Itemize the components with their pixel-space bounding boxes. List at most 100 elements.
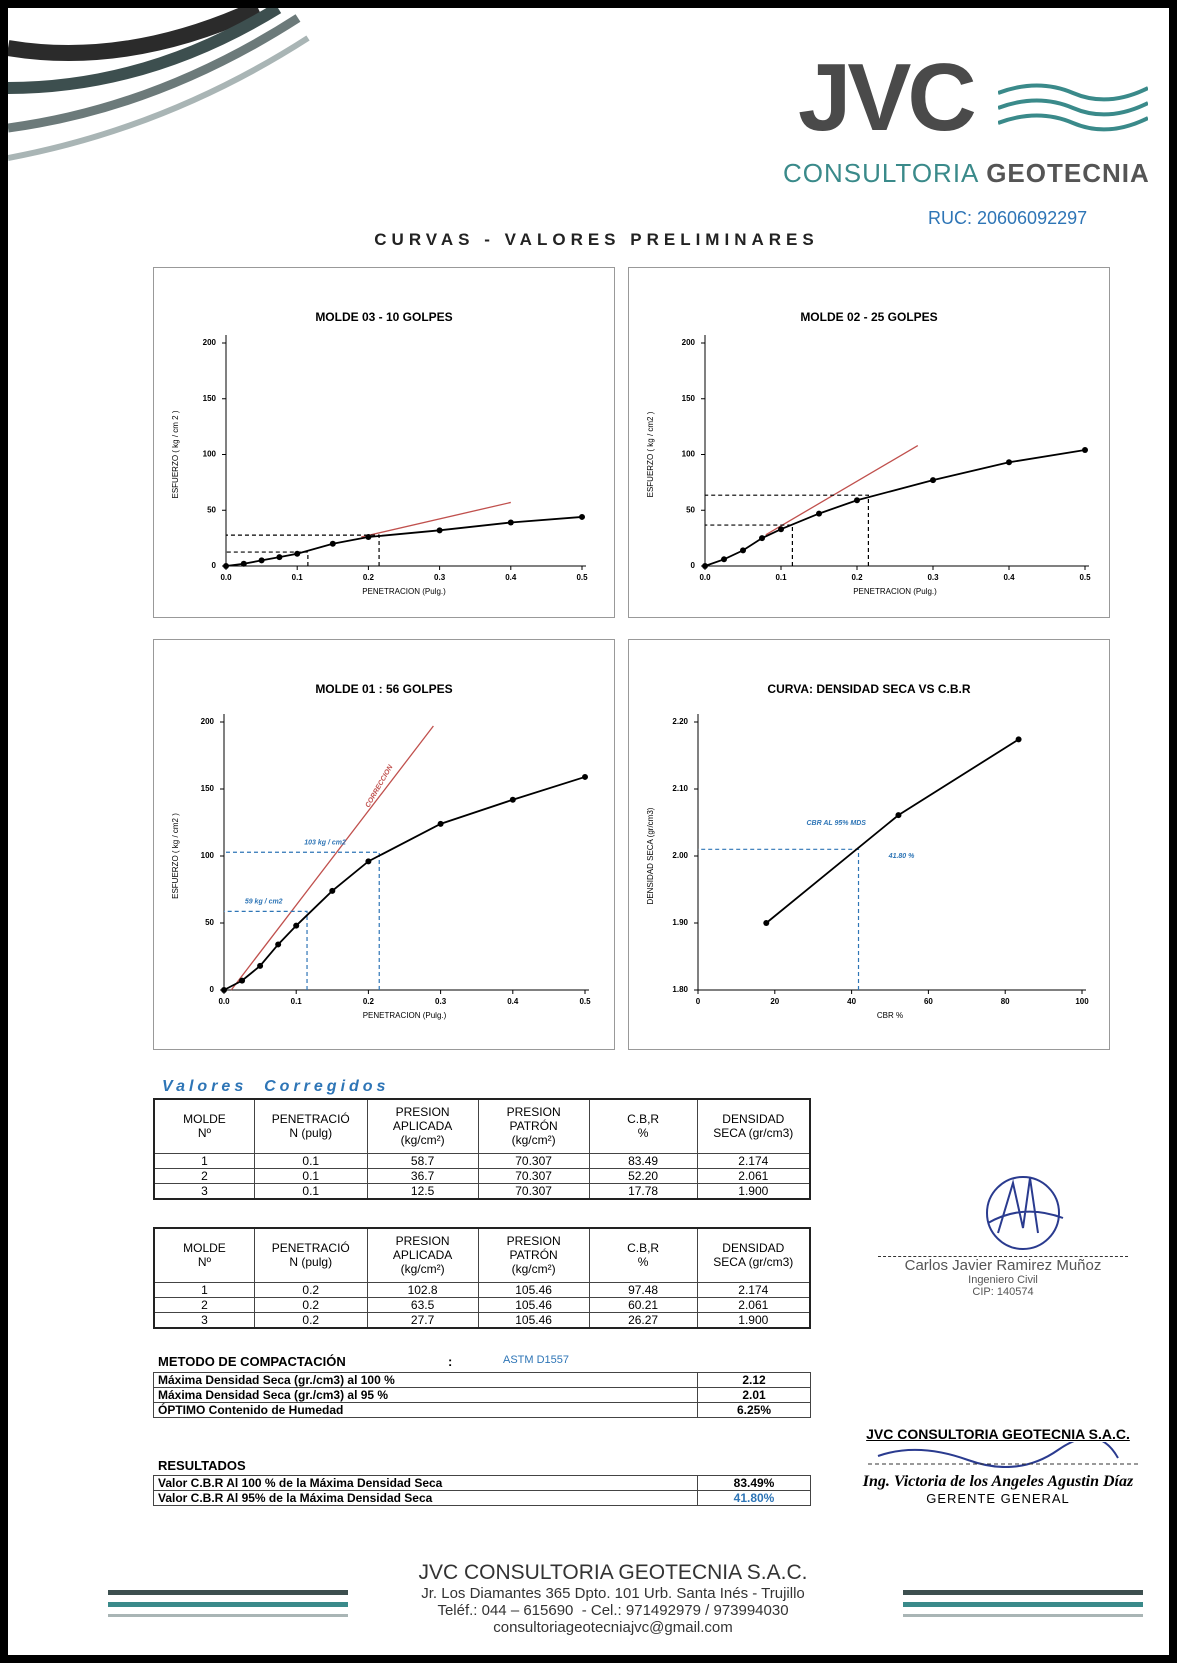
table-cell: 63.5: [367, 1297, 478, 1312]
x-axis-label: PENETRACION (Pulg.): [853, 587, 937, 596]
data-point: [763, 920, 769, 926]
data-line: [224, 777, 585, 990]
table-header-cell: PENETRACIÓ N (pulg): [254, 1099, 367, 1153]
y-tick-label: 1.90: [672, 918, 688, 927]
signature-name: Carlos Javier Ramirez Muñoz: [878, 1257, 1128, 1274]
page-title: CURVAS - VALORES PRELIMINARES: [8, 230, 1177, 250]
data-point: [330, 541, 336, 547]
x-tick-label: 0.5: [1079, 573, 1091, 582]
table-header-cell: DENSIDAD SECA (gr/cm3): [697, 1099, 810, 1153]
table-cell: 0.1: [254, 1168, 367, 1183]
x-tick-label: 0.0: [218, 997, 230, 1006]
method-table: Máxima Densidad Seca (gr./cm3) al 100 %2…: [153, 1372, 811, 1418]
table-header-cell: C.B,R %: [589, 1099, 697, 1153]
y-tick-label: 200: [203, 338, 217, 347]
table-cell: 1.900: [697, 1183, 810, 1199]
y-tick-label: 100: [682, 450, 696, 459]
table-header-cell: PENETRACIÓ N (pulg): [254, 1228, 367, 1282]
logo-subtitle: CONSULTORIA GEOTECNIA: [783, 158, 1150, 189]
data-point: [276, 554, 282, 560]
y-tick-label: 100: [201, 851, 215, 860]
x-axis-label: PENETRACION (Pulg.): [362, 587, 446, 596]
x-tick-label: 0.5: [576, 573, 588, 582]
table-cell: 0.1: [254, 1183, 367, 1199]
footer-phone: Teléf.: 044 – 615690 - Cel.: 971492979 /…: [338, 1602, 888, 1619]
table-cell: 52.20: [589, 1168, 697, 1183]
table-header-cell: MOLDE Nº: [154, 1099, 254, 1153]
decoration-swoosh: [8, 8, 328, 178]
table-cell: 83.49: [589, 1153, 697, 1168]
x-tick-label: 80: [1001, 997, 1010, 1006]
table-row: 10.2102.8105.4697.482.174: [154, 1282, 810, 1297]
signature-id: CIP: 140574: [878, 1286, 1128, 1298]
y-tick-label: 0: [212, 561, 217, 570]
data-point: [759, 535, 765, 541]
method-value: 2.01: [698, 1388, 811, 1403]
x-tick-label: 0.3: [434, 573, 446, 582]
method-value: 2.12: [698, 1373, 811, 1388]
method-value: ASTM D1557: [503, 1354, 569, 1366]
y-tick-label: 100: [203, 450, 217, 459]
annotation: CBR AL 95% MDS: [806, 820, 866, 827]
table-cell: 3: [154, 1183, 254, 1199]
x-tick-label: 0.4: [505, 573, 517, 582]
data-point: [1082, 447, 1088, 453]
table-row: 20.136.770.30752.202.061: [154, 1168, 810, 1183]
table-cell: 2.174: [697, 1282, 810, 1297]
x-tick-label: 0.3: [927, 573, 939, 582]
table-cell: 105.46: [478, 1297, 589, 1312]
table-cell: 26.27: [589, 1312, 697, 1328]
chart-title: MOLDE 02 - 25 GOLPES: [800, 310, 937, 324]
table-cell: 17.78: [589, 1183, 697, 1199]
data-point: [510, 797, 516, 803]
x-tick-label: 0.1: [292, 573, 304, 582]
results-value: 83.49%: [698, 1476, 811, 1491]
correction-line: [231, 726, 433, 990]
table-row: 30.112.570.30717.781.900: [154, 1183, 810, 1199]
results-table: Valor C.B.R Al 100 % de la Máxima Densid…: [153, 1475, 811, 1506]
table-cell: 105.46: [478, 1312, 589, 1328]
x-tick-label: 0.3: [435, 997, 447, 1006]
data-point: [778, 526, 784, 532]
data-point: [239, 978, 245, 984]
table-cell: 27.7: [367, 1312, 478, 1328]
annotation: 103 kg / cm2: [304, 839, 346, 846]
x-tick-label: 0.2: [363, 997, 375, 1006]
table-cell: 2.061: [697, 1168, 810, 1183]
y-tick-label: 50: [205, 918, 214, 927]
annotation: 41.80 %: [888, 853, 915, 860]
table-cell: 1: [154, 1153, 254, 1168]
y-tick-label: 150: [201, 784, 215, 793]
table-cell: 70.307: [478, 1168, 589, 1183]
x-tick-label: 0.4: [1003, 573, 1015, 582]
table-cell: 1.900: [697, 1312, 810, 1328]
table-cell: 1: [154, 1282, 254, 1297]
y-tick-label: 50: [207, 505, 216, 514]
data-line: [766, 739, 1018, 923]
table-cell: 2.061: [697, 1297, 810, 1312]
y-axis-label: ESFUERZO ( kg / cm2 ): [171, 813, 180, 899]
chart: CURVA: DENSIDAD SECA VS C.B.RDENSIDAD SE…: [629, 640, 1109, 1049]
x-axis-label: PENETRACION (Pulg.): [363, 1011, 447, 1020]
data-point: [930, 477, 936, 483]
logo: JVC: [798, 48, 973, 148]
table-row: 10.158.770.30783.492.174: [154, 1153, 810, 1168]
method-value: 6.25%: [698, 1403, 811, 1418]
data-line: [705, 450, 1085, 566]
table-header-cell: PRESION PATRÓN (kg/cm²): [478, 1228, 589, 1282]
table-header-cell: PRESION PATRÓN (kg/cm²): [478, 1099, 589, 1153]
table-cell: 97.48: [589, 1282, 697, 1297]
data-point: [721, 556, 727, 562]
table-cell: 0.2: [254, 1297, 367, 1312]
method-heading: METODO DE COMPACTACIÓN : ASTM D1557: [158, 1354, 818, 1369]
y-axis-label: ESFUERZO ( kg / cm 2 ): [171, 410, 180, 498]
footer-address: Jr. Los Diamantes 365 Dpto. 101 Urb. San…: [338, 1585, 888, 1602]
y-tick-label: 0: [691, 561, 696, 570]
chart-panel: MOLDE 02 - 25 GOLPESESFUERZO ( kg / cm2 …: [628, 267, 1110, 618]
table-header-cell: PRESION APLICADA (kg/cm²): [367, 1099, 478, 1153]
x-tick-label: 20: [770, 997, 779, 1006]
x-tick-label: 0.2: [851, 573, 863, 582]
